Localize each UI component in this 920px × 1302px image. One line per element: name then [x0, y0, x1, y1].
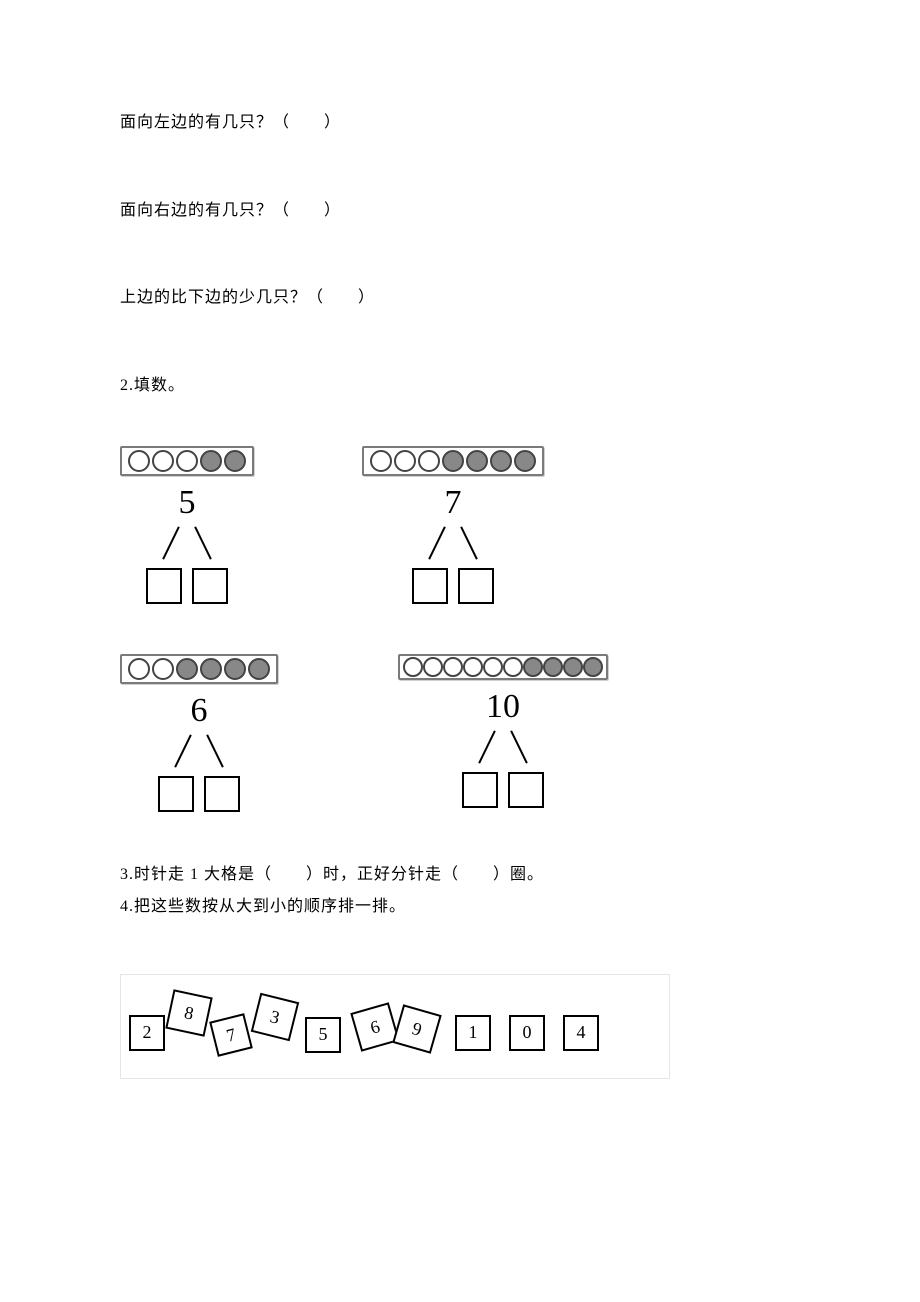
bond-branches — [436, 524, 470, 562]
empty-circle-icon — [483, 657, 503, 677]
number-tile: 6 — [350, 1002, 399, 1051]
bond-row-2: 6 10 — [120, 654, 800, 812]
empty-circle-icon — [152, 450, 174, 472]
filled-circle-icon — [442, 450, 464, 472]
answer-box[interactable] — [412, 568, 448, 604]
dot-box — [362, 446, 544, 476]
number-tile: 9 — [392, 1004, 441, 1053]
number-tile: 4 — [563, 1015, 599, 1051]
question-1c: 上边的比下边的少几只？（ ） — [120, 285, 800, 311]
filled-circle-icon — [563, 657, 583, 677]
filled-circle-icon — [466, 450, 488, 472]
empty-circle-icon — [128, 450, 150, 472]
bond-row-1: 5 7 — [120, 446, 800, 604]
branch-line-icon — [428, 527, 446, 560]
filled-circle-icon — [490, 450, 512, 472]
filled-circle-icon — [200, 658, 222, 680]
number-bond-10: 10 — [398, 654, 608, 812]
answer-boxes — [412, 568, 494, 604]
number-tile: 8 — [165, 989, 212, 1036]
answer-box[interactable] — [508, 772, 544, 808]
number-tiles-container: 2873569104 — [120, 974, 670, 1079]
dot-box — [120, 446, 254, 476]
empty-circle-icon — [370, 450, 392, 472]
branch-line-icon — [194, 527, 212, 560]
number-tile: 7 — [209, 1013, 253, 1057]
number-bond-7: 7 — [362, 446, 544, 604]
bond-total: 7 — [445, 486, 462, 520]
filled-circle-icon — [523, 657, 543, 677]
answer-box[interactable] — [458, 568, 494, 604]
branch-line-icon — [206, 735, 224, 768]
empty-circle-icon — [443, 657, 463, 677]
empty-circle-icon — [128, 658, 150, 680]
branch-line-icon — [460, 527, 478, 560]
filled-circle-icon — [200, 450, 222, 472]
empty-circle-icon — [176, 450, 198, 472]
bond-branches — [170, 524, 204, 562]
empty-circle-icon — [503, 657, 523, 677]
branch-line-icon — [510, 731, 528, 764]
filled-circle-icon — [224, 450, 246, 472]
question-3: 3.时针走 1 大格是（ ）时，正好分针走（ ）圈。 — [120, 862, 800, 888]
answer-boxes — [146, 568, 228, 604]
empty-circle-icon — [152, 658, 174, 680]
question-1a: 面向左边的有几只？（ ） — [120, 110, 800, 136]
number-tile: 0 — [509, 1015, 545, 1051]
branch-line-icon — [174, 735, 192, 768]
answer-box[interactable] — [204, 776, 240, 812]
empty-circle-icon — [463, 657, 483, 677]
empty-circle-icon — [418, 450, 440, 472]
bond-branches — [486, 728, 520, 766]
dot-box — [120, 654, 278, 684]
number-tile: 5 — [305, 1017, 341, 1053]
dot-box — [398, 654, 608, 680]
bond-branches — [182, 732, 216, 770]
branch-line-icon — [478, 731, 496, 764]
filled-circle-icon — [224, 658, 246, 680]
number-tile: 3 — [251, 992, 299, 1040]
filled-circle-icon — [583, 657, 603, 677]
filled-circle-icon — [543, 657, 563, 677]
empty-circle-icon — [423, 657, 443, 677]
answer-boxes — [462, 772, 544, 808]
answer-box[interactable] — [462, 772, 498, 808]
answer-box[interactable] — [192, 568, 228, 604]
branch-line-icon — [162, 527, 180, 560]
answer-boxes — [158, 776, 240, 812]
number-bond-5: 5 — [120, 446, 254, 604]
empty-circle-icon — [394, 450, 416, 472]
filled-circle-icon — [248, 658, 270, 680]
empty-circle-icon — [403, 657, 423, 677]
question-4-label: 4.把这些数按从大到小的顺序排一排。 — [120, 894, 800, 920]
bond-total: 5 — [179, 486, 196, 520]
question-2-label: 2.填数。 — [120, 373, 800, 399]
number-tile: 1 — [455, 1015, 491, 1051]
filled-circle-icon — [514, 450, 536, 472]
bond-total: 6 — [191, 694, 208, 728]
bond-total: 10 — [486, 690, 520, 724]
answer-box[interactable] — [158, 776, 194, 812]
number-bond-6: 6 — [120, 654, 278, 812]
answer-box[interactable] — [146, 568, 182, 604]
number-tile: 2 — [129, 1015, 165, 1051]
question-1b: 面向右边的有几只？（ ） — [120, 198, 800, 224]
filled-circle-icon — [176, 658, 198, 680]
